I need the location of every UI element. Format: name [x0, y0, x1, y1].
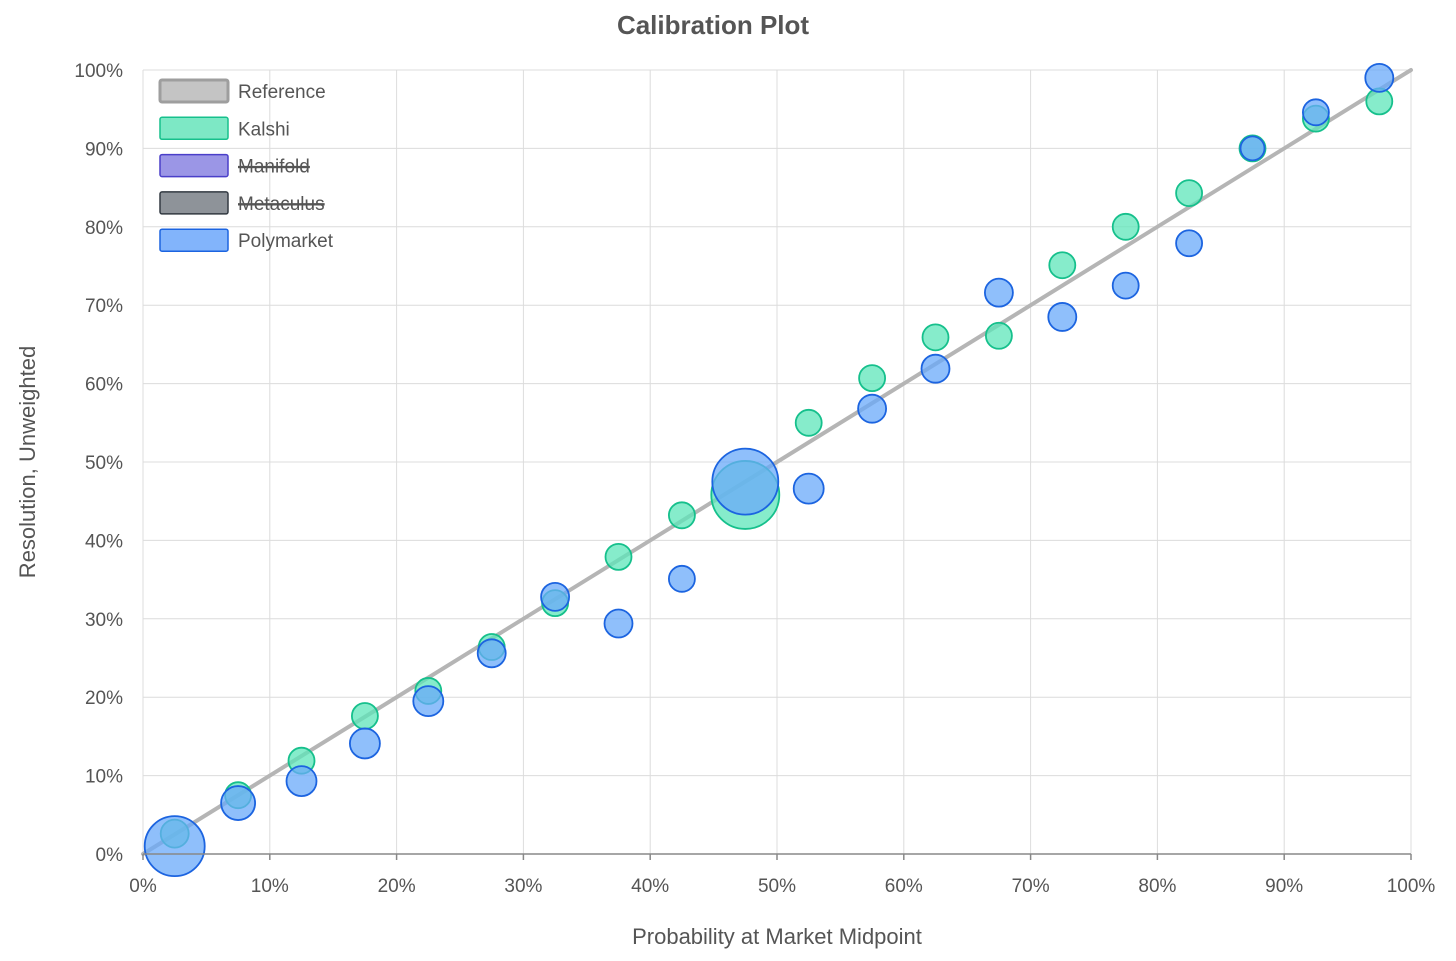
polymarket-points [143, 62, 1395, 878]
polymarket-point[interactable] [412, 685, 445, 718]
x-tick-label: 0% [129, 876, 157, 897]
x-tick-label: 30% [504, 876, 542, 897]
legend-label: Kalshi [238, 119, 290, 140]
x-tick-label: 90% [1265, 876, 1303, 897]
polymarket-point[interactable] [540, 581, 570, 612]
x-tick-label: 100% [1387, 876, 1436, 897]
polymarket-point[interactable] [792, 472, 825, 505]
polymarket-point[interactable] [920, 353, 951, 384]
y-axis-label: Resolution, Unweighted [15, 346, 40, 578]
kalshi-point[interactable] [985, 321, 1013, 350]
y-tick-label: 50% [85, 453, 123, 474]
y-tick-label: 70% [85, 296, 123, 317]
polymarket-point[interactable] [1302, 98, 1330, 127]
polymarket-point[interactable] [1239, 135, 1266, 162]
kalshi-point[interactable] [350, 702, 379, 730]
kalshi-point[interactable] [604, 542, 633, 571]
polymarket-point[interactable] [984, 277, 1014, 308]
polymarket-point[interactable] [857, 393, 887, 424]
tick-labels: 0% 10% 20% 30% 40% 50% 60% 70% 80% 90% 100% 0% 10% 20… [74, 61, 1435, 897]
y-tick-label: 30% [85, 610, 123, 631]
kalshi-point[interactable] [1048, 251, 1077, 280]
kalshi-point[interactable] [668, 501, 696, 530]
polymarket-point[interactable] [476, 638, 507, 669]
kalshi-point[interactable] [921, 323, 950, 352]
x-tick-label: 20% [378, 876, 416, 897]
polymarket-point[interactable] [1111, 271, 1140, 300]
polymarket-point[interactable] [603, 608, 634, 639]
legend-swatch [159, 228, 229, 252]
x-tick-label: 10% [251, 876, 289, 897]
polymarket-point[interactable] [1047, 302, 1078, 332]
polymarket-point[interactable] [1364, 62, 1395, 93]
y-tick-label: 80% [85, 218, 123, 239]
y-tick-label: 40% [85, 531, 123, 552]
y-tick-label: 60% [85, 375, 123, 396]
legend-label: Polymarket [238, 231, 334, 252]
kalshi-point[interactable] [794, 408, 823, 437]
x-axis-label: Probability at Market Midpoint [632, 924, 922, 949]
legend-item-reference[interactable]: Reference [158, 78, 326, 104]
polymarket-point[interactable] [348, 727, 381, 760]
x-tick-label: 40% [631, 876, 669, 897]
polymarket-point[interactable] [668, 564, 696, 593]
polymarket-point[interactable] [1175, 229, 1203, 258]
legend-swatch [159, 191, 229, 215]
y-tick-label: 100% [74, 61, 123, 82]
legend-swatch [159, 153, 229, 178]
polymarket-point[interactable] [143, 815, 206, 878]
axes [142, 853, 1412, 860]
legend-item-kalshi[interactable]: Kalshi [159, 116, 290, 141]
legend-item-manifold[interactable]: Manifold [159, 153, 310, 178]
legend-label: Reference [238, 82, 326, 103]
kalshi-point[interactable] [1175, 179, 1203, 207]
legend-swatch [159, 116, 229, 141]
x-tick-label: 60% [885, 876, 923, 897]
legend-swatch [158, 78, 230, 104]
legend-item-metaculus[interactable]: Metaculus [159, 191, 325, 215]
y-tick-label: 0% [96, 845, 124, 866]
y-tick-label: 90% [85, 139, 123, 160]
x-tick-label: 50% [758, 876, 796, 897]
kalshi-point[interactable] [1111, 212, 1140, 241]
x-tick-label: 80% [1138, 876, 1176, 897]
kalshi-point[interactable] [858, 364, 886, 393]
polymarket-point[interactable] [285, 765, 318, 797]
legend-item-polymarket[interactable]: Polymarket [159, 228, 334, 252]
y-tick-label: 20% [85, 688, 123, 709]
polymarket-point[interactable] [220, 785, 257, 821]
y-tick-label: 10% [85, 767, 123, 788]
x-tick-label: 70% [1012, 876, 1050, 897]
polymarket-point[interactable] [711, 447, 780, 516]
legend[interactable]: Reference Kalshi Manifold Metaculus Polymark… [158, 78, 334, 252]
chart-title: Calibration Plot [617, 10, 809, 40]
